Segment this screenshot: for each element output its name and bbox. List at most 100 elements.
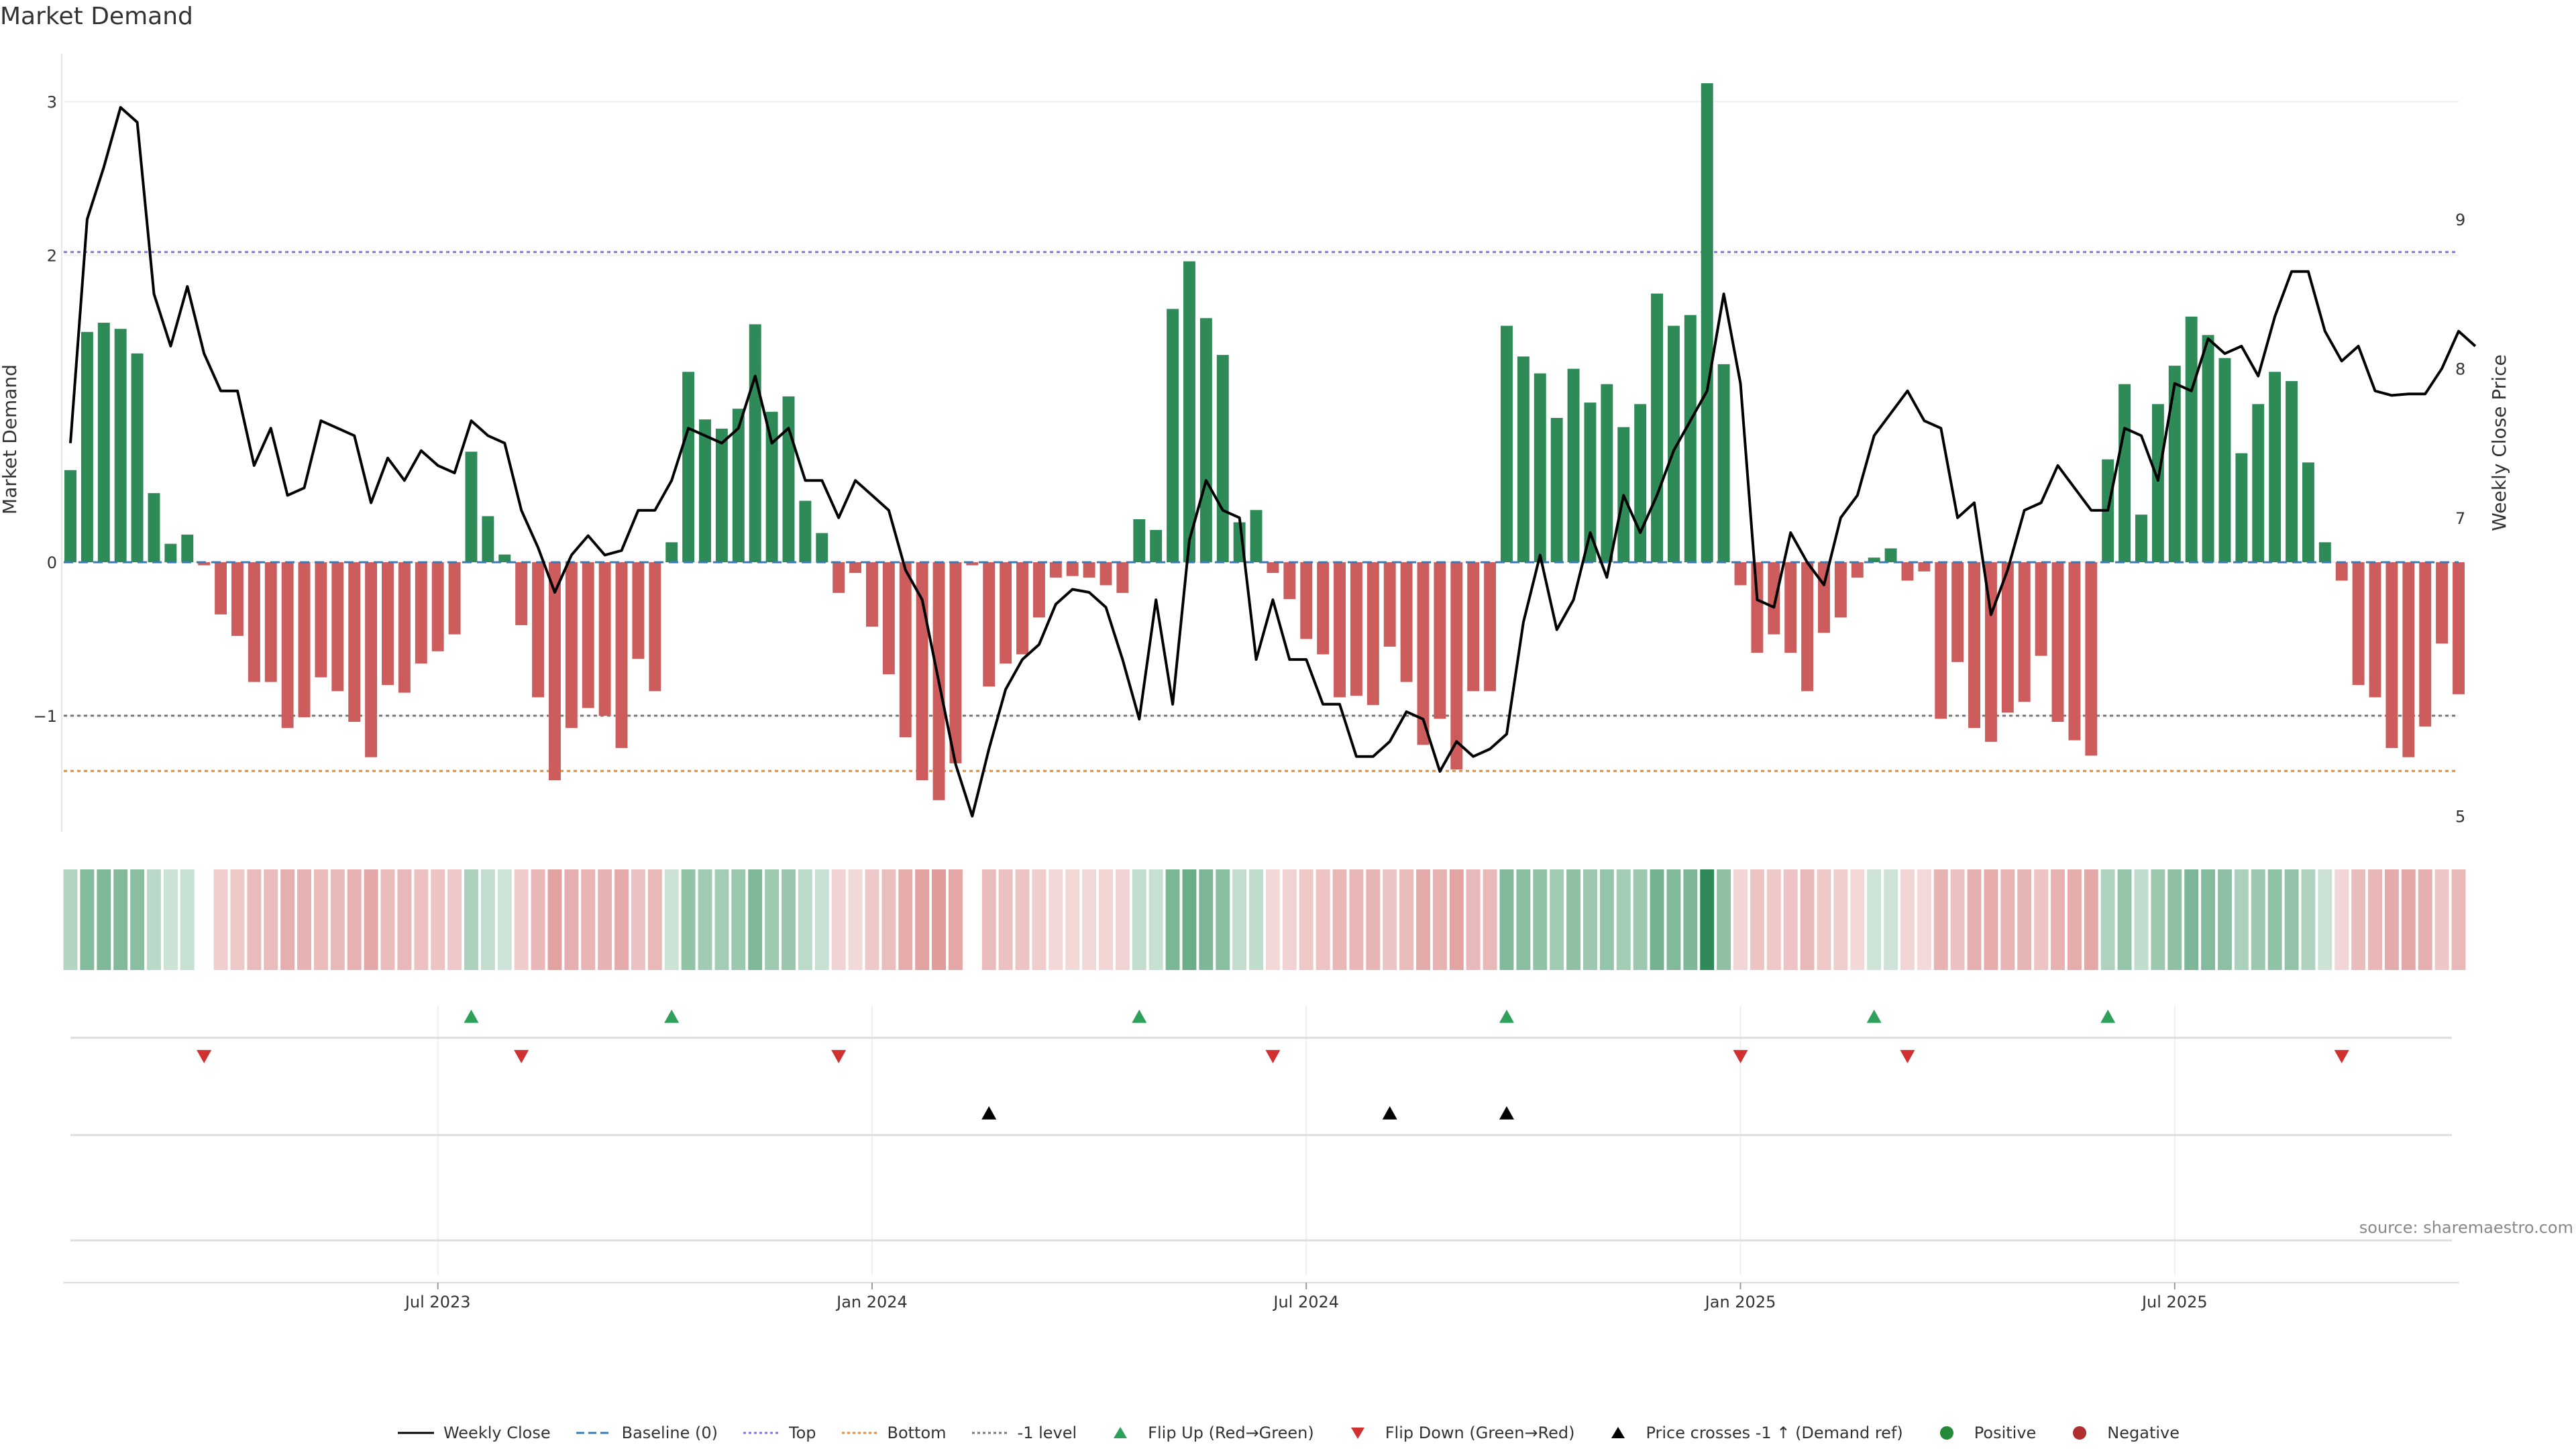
price-cross-marker — [1499, 1106, 1514, 1120]
heat-strip-cell — [2368, 869, 2382, 970]
heat-strip-cell — [2267, 869, 2282, 970]
heat-strip-cell — [581, 869, 596, 970]
heat-strip-cell — [1199, 869, 1214, 970]
demand-bar — [1951, 562, 1964, 662]
demand-bar — [498, 554, 511, 563]
heat-strip-cell — [1616, 869, 1631, 970]
legend-symbol — [743, 1432, 780, 1434]
heat-strip-cell — [915, 869, 930, 970]
heat-strip-cell — [1550, 869, 1564, 970]
flip-up-marker — [664, 1010, 680, 1023]
demand-bar — [2235, 453, 2248, 563]
heat-strip-cell — [1065, 869, 1080, 970]
heat-strip-cell — [414, 869, 429, 970]
heat-strip-cell — [364, 869, 378, 970]
demand-bar — [1116, 562, 1129, 593]
demand-bar — [2269, 372, 2282, 563]
heat-strip-cell — [731, 869, 746, 970]
price-cross-marker — [1382, 1106, 1397, 1120]
heat-strip-cell — [698, 869, 712, 970]
heat-strip-cell — [1416, 869, 1430, 970]
demand-bar — [1501, 325, 1513, 563]
demand-bar — [1584, 402, 1597, 563]
heat-strip-cell — [798, 869, 812, 970]
demand-bar — [148, 493, 160, 563]
heat-strip-cell — [2034, 869, 2049, 970]
demand-bar — [398, 562, 411, 693]
legend-label: Top — [789, 1424, 816, 1442]
demand-bar — [365, 562, 378, 757]
demand-bar — [966, 562, 979, 566]
demand-bar — [1968, 562, 1981, 729]
heat-strip-cell — [1449, 869, 1464, 970]
legend-symbol — [397, 1432, 434, 1434]
demand-bar — [2185, 316, 2198, 563]
heat-strip-cell — [431, 869, 445, 970]
heat-strip-cell — [447, 869, 462, 970]
heat-strip-cell — [1483, 869, 1497, 970]
heat-strip-cell — [2051, 869, 2065, 970]
demand-bar — [80, 331, 93, 563]
flip-up-marker — [1132, 1010, 1147, 1023]
legend-symbol — [971, 1432, 1008, 1434]
demand-bar — [281, 562, 294, 729]
heat-strip-cell — [782, 869, 796, 970]
heat-strip-cell — [213, 869, 228, 970]
heat-strip-cell — [831, 869, 846, 970]
demand-bar — [1283, 562, 1296, 599]
demand-bar — [114, 329, 127, 563]
heat-strip-cell — [1850, 869, 1865, 970]
heat-strip-cell — [1800, 869, 1815, 970]
demand-bar — [2218, 358, 2231, 563]
y2-axis-title: Weekly Close Price — [2488, 354, 2510, 531]
demand-bar — [565, 562, 578, 729]
demand-bar — [866, 562, 878, 627]
heat-strip-cell — [130, 869, 145, 970]
y-axis-title: Market Demand — [0, 364, 21, 515]
demand-bar — [949, 562, 962, 763]
heat-strip-cell — [1282, 869, 1297, 970]
legend-label: Negative — [2107, 1424, 2180, 1442]
demand-bar — [1884, 548, 1897, 563]
demand-bar — [1250, 510, 1263, 563]
x-tick-label: Jan 2024 — [835, 1293, 908, 1311]
demand-bar — [682, 372, 695, 563]
demand-bar — [2051, 562, 2064, 722]
demand-bar — [598, 562, 611, 716]
demand-bar — [2085, 562, 2098, 756]
demand-bar — [1467, 562, 1480, 692]
demand-bar — [97, 323, 110, 563]
heat-strip-cell — [1032, 869, 1046, 970]
heat-strip-cell — [664, 869, 679, 970]
heat-strip-cell — [1817, 869, 1831, 970]
demand-bar — [1267, 562, 1279, 574]
heat-strip-cell — [531, 869, 545, 970]
heat-strip-cell — [2000, 869, 2015, 970]
demand-bar — [164, 543, 177, 563]
y2-tick-label: 8 — [2455, 360, 2465, 378]
demand-bar — [1000, 562, 1012, 664]
demand-bar — [2018, 562, 2031, 702]
demand-bar — [699, 419, 711, 563]
heat-strip-cell — [614, 869, 629, 970]
heat-strip-cell — [2318, 869, 2332, 970]
demand-bar — [2453, 562, 2465, 694]
heat-strip-cell — [1232, 869, 1247, 970]
demand-bar — [715, 428, 728, 563]
heat-strip-cell — [681, 869, 696, 970]
heat-strip-cell — [1049, 869, 1063, 970]
heat-strip-cell — [1900, 869, 1915, 970]
demand-bar — [1784, 562, 1797, 653]
heat-strip-cell — [1950, 869, 1965, 970]
demand-bar — [315, 562, 327, 678]
legend-symbol — [2073, 1426, 2087, 1440]
flip-down-marker — [1733, 1050, 1748, 1063]
y2-tick-label: 5 — [2455, 808, 2465, 826]
demand-bar — [231, 562, 244, 636]
heat-strip-cell — [1566, 869, 1581, 970]
heat-strip-cell — [163, 869, 178, 970]
demand-bar — [1484, 562, 1497, 692]
demand-bar — [899, 562, 912, 737]
heat-strip-cell — [247, 869, 262, 970]
flip-up-marker — [1499, 1010, 1514, 1023]
